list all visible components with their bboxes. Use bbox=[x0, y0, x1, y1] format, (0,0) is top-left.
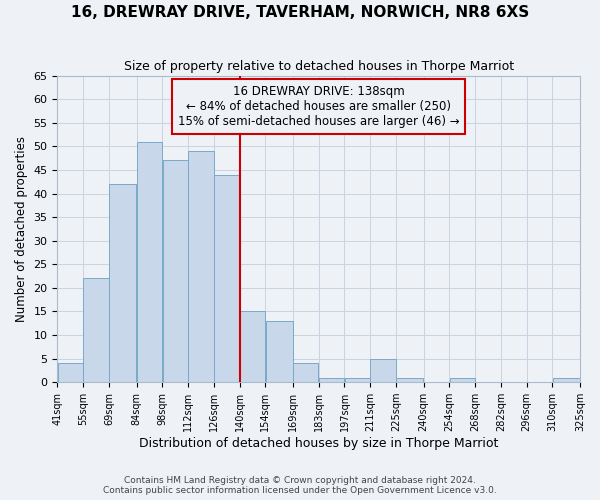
Bar bbox=[370, 358, 396, 382]
Text: 16, DREWRAY DRIVE, TAVERHAM, NORWICH, NR8 6XS: 16, DREWRAY DRIVE, TAVERHAM, NORWICH, NR… bbox=[71, 5, 529, 20]
Text: Contains HM Land Registry data © Crown copyright and database right 2024.
Contai: Contains HM Land Registry data © Crown c… bbox=[103, 476, 497, 495]
X-axis label: Distribution of detached houses by size in Thorpe Marriot: Distribution of detached houses by size … bbox=[139, 437, 499, 450]
Bar bbox=[214, 174, 239, 382]
Text: 16 DREWRAY DRIVE: 138sqm
← 84% of detached houses are smaller (250)
15% of semi-: 16 DREWRAY DRIVE: 138sqm ← 84% of detach… bbox=[178, 85, 460, 128]
Y-axis label: Number of detached properties: Number of detached properties bbox=[15, 136, 28, 322]
Bar bbox=[266, 321, 293, 382]
Bar bbox=[240, 312, 265, 382]
Bar bbox=[188, 151, 214, 382]
Bar bbox=[553, 378, 580, 382]
Bar bbox=[109, 184, 136, 382]
Bar bbox=[137, 142, 162, 382]
Bar bbox=[83, 278, 109, 382]
Bar bbox=[319, 378, 344, 382]
Bar bbox=[58, 364, 83, 382]
Bar bbox=[345, 378, 370, 382]
Title: Size of property relative to detached houses in Thorpe Marriot: Size of property relative to detached ho… bbox=[124, 60, 514, 73]
Bar bbox=[293, 364, 319, 382]
Bar bbox=[449, 378, 475, 382]
Bar bbox=[163, 160, 188, 382]
Bar bbox=[396, 378, 424, 382]
